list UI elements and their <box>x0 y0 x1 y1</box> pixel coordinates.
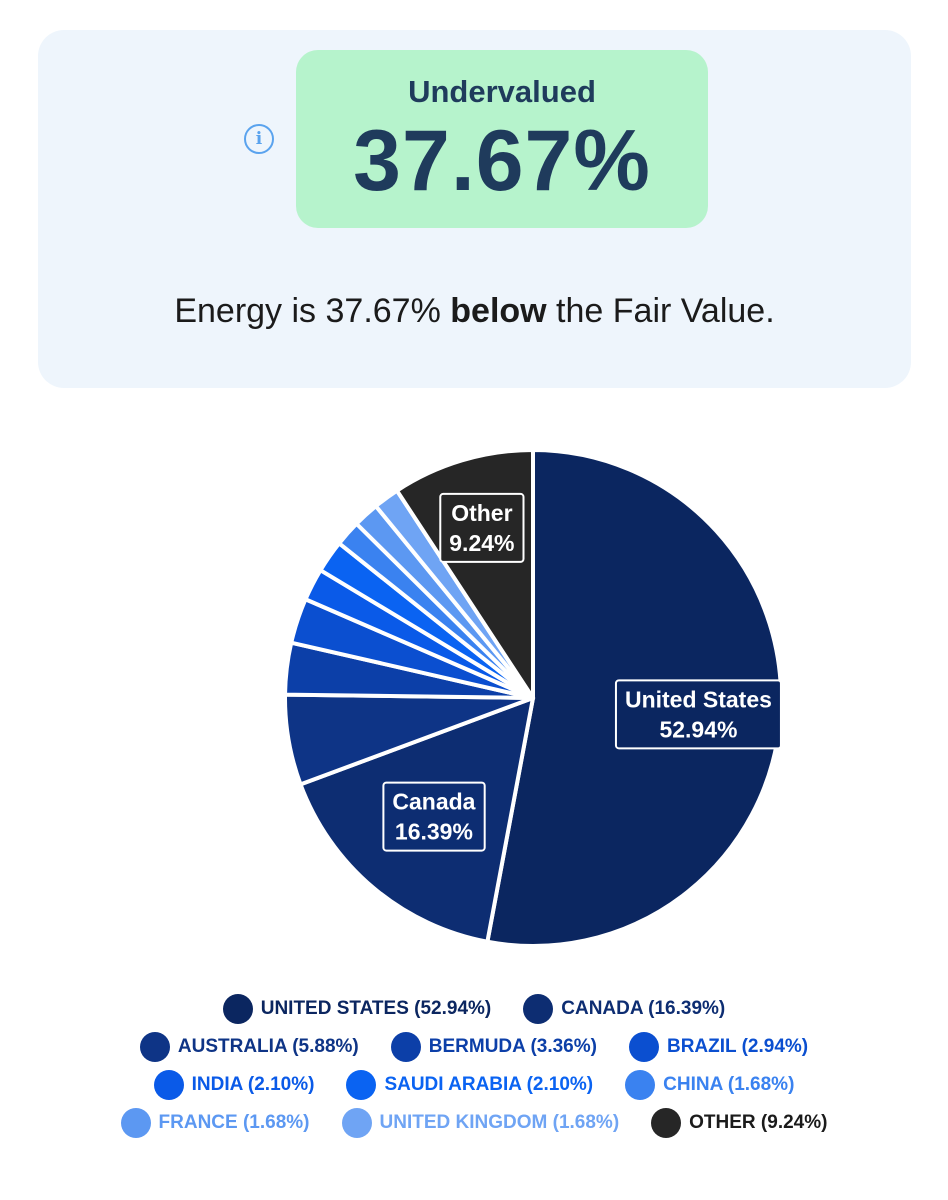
summary-emphasis: below <box>450 292 547 330</box>
legend-label: BERMUDA (3.36%) <box>428 1036 597 1057</box>
legend-swatch <box>120 1108 151 1138</box>
summary-prefix: Energy is 37.67% <box>174 292 451 330</box>
legend-label: CANADA (16.39%) <box>561 998 726 1019</box>
legend-swatch <box>153 1070 184 1100</box>
legend-item-other[interactable]: OTHER (9.24%) <box>651 1108 827 1138</box>
summary-suffix: the Fair Value. <box>546 292 775 330</box>
legend-swatch <box>341 1108 372 1138</box>
callout-box <box>382 781 486 852</box>
legend-label: INDIA (2.10%) <box>191 1074 315 1095</box>
callout-value: 52.94% <box>659 716 737 742</box>
legend-label: FRANCE (1.68%) <box>158 1112 310 1133</box>
legend-swatch <box>628 1032 659 1062</box>
legend-label: BRAZIL (2.94%) <box>666 1036 809 1057</box>
legend-item-united-states[interactable]: UNITED STATES (52.94%) <box>222 994 492 1024</box>
callout-value: 16.39% <box>395 819 473 845</box>
callout-label: Other <box>451 500 512 526</box>
legend-swatch <box>625 1070 656 1100</box>
legend-swatch <box>222 994 253 1024</box>
info-icon[interactable]: i <box>244 124 274 154</box>
legend-label: CHINA (1.68%) <box>663 1074 795 1095</box>
legend-item-bermuda[interactable]: BERMUDA (3.36%) <box>390 1032 597 1062</box>
callout-value: 9.24% <box>449 530 514 556</box>
legend-swatch <box>390 1032 421 1062</box>
callout-canada: Canada 16.39% <box>382 781 486 852</box>
legend-row: FRANCE (1.68%) UNITED KINGDOM (1.68%) OTHE… <box>0 1104 948 1142</box>
valuation-card: i Undervalued 37.67% Energy is 37.67% be… <box>38 30 911 388</box>
legend-swatch <box>651 1108 682 1138</box>
callout-other: Other 9.24% <box>439 492 525 563</box>
legend-label: AUSTRALIA (5.88%) <box>177 1036 359 1057</box>
callout-box <box>614 679 782 750</box>
legend-item-canada[interactable]: CANADA (16.39%) <box>523 994 725 1024</box>
legend-swatch <box>346 1070 377 1100</box>
legend-row: INDIA (2.10%) SAUDI ARABIA (2.10%) CHINA (… <box>0 1066 948 1104</box>
country-pie-chart: United States 52.94% Canada 16.39% Other 9.24… <box>283 448 783 948</box>
legend-item-saudi-arabia[interactable]: SAUDI ARABIA (2.10%) <box>346 1070 593 1100</box>
legend-swatch <box>523 994 554 1024</box>
chart-legend: UNITED STATES (52.94%) CANADA (16.39%) AUS… <box>0 990 948 1142</box>
legend-row: UNITED STATES (52.94%) CANADA (16.39%) <box>0 990 948 1028</box>
legend-label: SAUDI ARABIA (2.10%) <box>384 1074 594 1095</box>
legend-item-united-kingdom[interactable]: UNITED KINGDOM (1.68%) <box>341 1108 620 1138</box>
legend-swatch <box>139 1032 170 1062</box>
legend-item-china[interactable]: CHINA (1.68%) <box>625 1070 794 1100</box>
valuation-badge: Undervalued 37.67% <box>296 50 708 228</box>
legend-item-australia[interactable]: AUSTRALIA (5.88%) <box>139 1032 359 1062</box>
callout-label: Canada <box>392 789 475 815</box>
valuation-status: Undervalued <box>408 74 596 109</box>
legend-label: OTHER (9.24%) <box>689 1112 828 1133</box>
legend-label: UNITED STATES (52.94%) <box>260 998 492 1019</box>
legend-item-india[interactable]: INDIA (2.10%) <box>153 1070 315 1100</box>
callout-united-states: United States 52.94% <box>614 679 782 750</box>
callout-box <box>439 492 525 563</box>
legend-label: UNITED KINGDOM (1.68%) <box>379 1112 620 1133</box>
callout-label: United States <box>625 686 772 712</box>
legend-row: AUSTRALIA (5.88%) BERMUDA (3.36%) BRAZIL (… <box>0 1028 948 1066</box>
valuation-percent: 37.67% <box>353 113 651 209</box>
valuation-summary: Energy is 37.67% below the Fair Value. <box>38 292 911 331</box>
legend-item-france[interactable]: FRANCE (1.68%) <box>120 1108 310 1138</box>
legend-item-brazil[interactable]: BRAZIL (2.94%) <box>628 1032 809 1062</box>
